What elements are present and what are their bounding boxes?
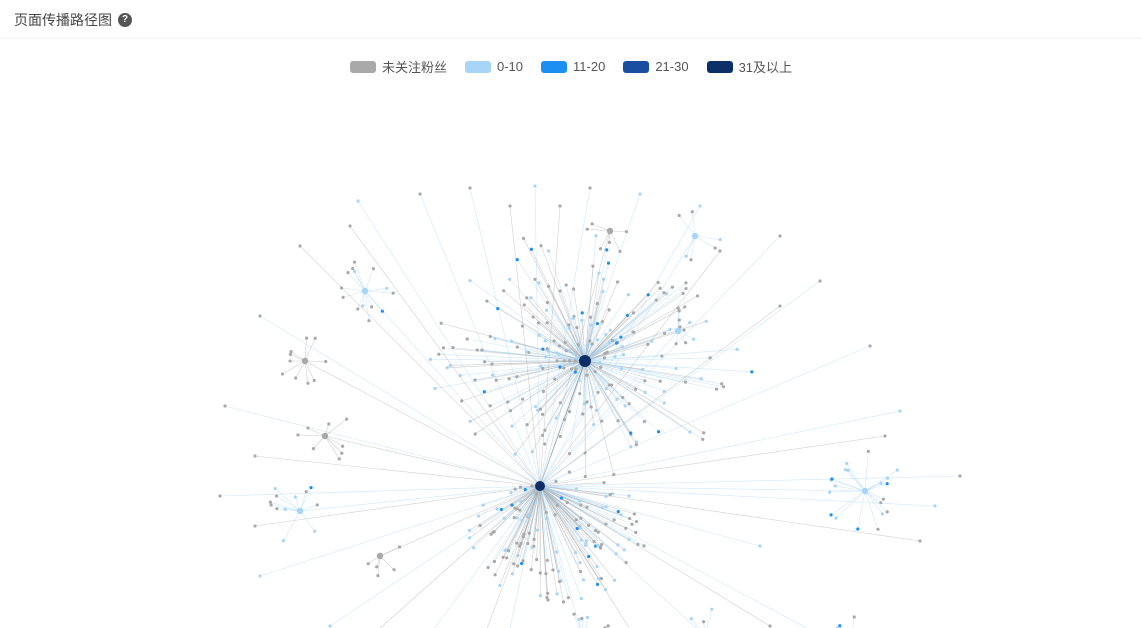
- legend-label: 21-30: [655, 59, 688, 74]
- legend-swatch: [350, 61, 376, 73]
- legend-swatch: [623, 61, 649, 73]
- legend-item[interactable]: 21-30: [623, 59, 688, 74]
- legend-item[interactable]: 11-20: [541, 59, 605, 74]
- legend-swatch: [465, 61, 491, 73]
- legend: 未关注粉丝 0-10 11-20 21-30 31及以上: [0, 39, 1142, 76]
- legend-swatch: [707, 61, 733, 73]
- legend-item[interactable]: 31及以上: [707, 57, 792, 76]
- legend-item[interactable]: 未关注粉丝: [350, 57, 447, 76]
- legend-item[interactable]: 0-10: [465, 59, 523, 74]
- legend-label: 0-10: [497, 59, 523, 74]
- help-icon[interactable]: ?: [118, 13, 132, 27]
- panel-title: 页面传播路径图: [14, 10, 112, 30]
- legend-label: 未关注粉丝: [382, 57, 447, 76]
- legend-label: 11-20: [573, 59, 605, 74]
- legend-label: 31及以上: [739, 57, 792, 76]
- legend-swatch: [541, 61, 567, 73]
- panel-header: 页面传播路径图 ?: [0, 0, 1142, 39]
- network-graph: [0, 76, 1142, 628]
